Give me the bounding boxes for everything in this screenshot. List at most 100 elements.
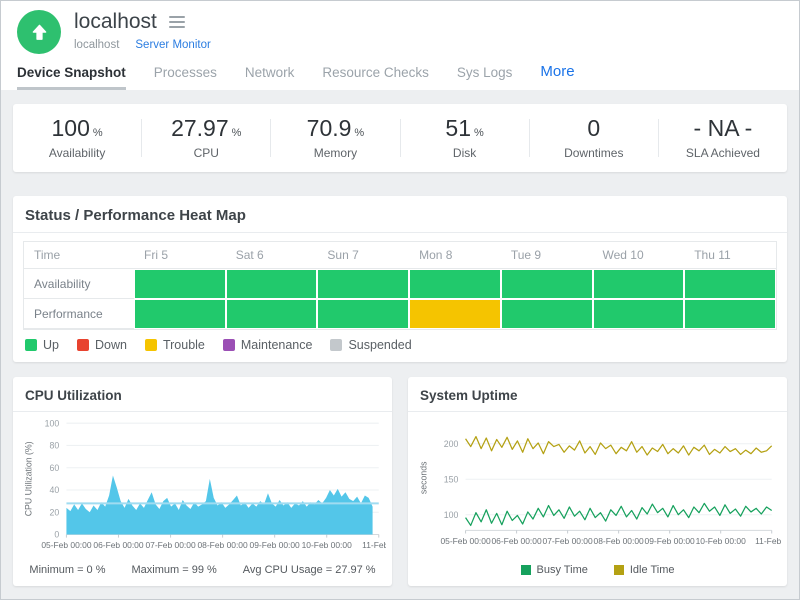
svg-text:150: 150 <box>444 474 459 484</box>
stat-unit: % <box>474 126 484 139</box>
heatmap-cell-availability-thu-11 <box>684 269 776 299</box>
header-top: localhost localhost Server Monitor <box>1 1 799 54</box>
cpu-summary-item: Avg CPU Usage = 27.97 % <box>242 564 376 577</box>
heatmap-legend-up: Up <box>25 338 59 352</box>
up-arrow-icon <box>32 24 46 40</box>
svg-text:200: 200 <box>444 439 459 449</box>
heatmap-row-availability: Availability <box>24 269 776 299</box>
stat-divider <box>399 119 401 157</box>
uptime-chart-body: 100 150 200 05-Feb 00:00 06-Feb 00:00 07-Feb … <box>408 412 787 559</box>
heatmap-col-tue-9: Tue 9 <box>500 242 593 269</box>
heatmap-col-sun-7: Sun 7 <box>317 242 410 269</box>
stat-label: CPU <box>193 145 219 160</box>
cpu-chart-title: CPU Utilization <box>13 377 392 412</box>
stat-unit: % <box>231 126 242 139</box>
heatmap-col-sat-6: Sat 6 <box>225 242 318 269</box>
tab-resource-checks[interactable]: Resource Checks <box>322 65 429 80</box>
svg-text:100: 100 <box>45 418 60 428</box>
device-status-up-icon <box>17 10 61 54</box>
heatmap-cell-performance-fri-5 <box>134 299 226 329</box>
svg-text:100: 100 <box>444 510 459 520</box>
cpu-utilization-chart: 0 20 40 60 80 100 05-Feb 00:00 06-Feb 00:00 07-F… <box>23 418 386 550</box>
svg-text:08-Feb 00:00: 08-Feb 00:00 <box>197 540 247 550</box>
title-block: localhost localhost Server Monitor <box>74 10 211 51</box>
breadcrumb: localhost Server Monitor <box>74 39 211 51</box>
tab-device-snapshot[interactable]: Device Snapshot <box>17 65 126 90</box>
heatmap-cell-performance-thu-11 <box>684 299 776 329</box>
tab-sys-logs[interactable]: Sys Logs <box>456 65 513 80</box>
heatmap-col-time: Time <box>24 242 134 269</box>
svg-text:09-Feb 00:00: 09-Feb 00:00 <box>645 536 695 546</box>
menu-icon[interactable] <box>168 13 185 31</box>
stat-divider <box>270 119 272 157</box>
heatmap-legend-trouble: Trouble <box>144 338 205 352</box>
tab-processes[interactable]: Processes <box>153 65 217 80</box>
heatmap-row-label: Performance <box>24 299 134 329</box>
svg-text:06-Feb 00:00: 06-Feb 00:00 <box>491 536 541 546</box>
svg-text:seconds: seconds <box>418 461 428 494</box>
heatmap-cell-performance-sun-7 <box>317 299 410 329</box>
cpu-summary-item: Maximum = 99 % <box>131 564 217 577</box>
heatmap-cell-performance-sat-6 <box>225 299 318 329</box>
heatmap-table: Time Fri 5 Sat 6 Sun 7 Mon 8 Tue 9 Wed 10 Thu 1… <box>24 242 776 329</box>
svg-text:20: 20 <box>49 507 59 517</box>
svg-text:60: 60 <box>49 463 59 473</box>
heatmap-title: Status / Performance Heat Map <box>13 196 787 233</box>
svg-text:07-Feb 00:00: 07-Feb 00:00 <box>145 540 195 550</box>
heatmap-legend-down: Down <box>76 338 127 352</box>
svg-text:05-Feb 00:00: 05-Feb 00:00 <box>41 540 91 550</box>
stat-value: 70.9 <box>306 114 352 141</box>
tab-network[interactable]: Network <box>244 65 295 80</box>
heatmap-legend-maintenance: Maintenance <box>222 338 312 352</box>
uptime-legend-busy-time: Busy Time <box>520 564 588 576</box>
stat-cpu: 27.97% CPU <box>142 114 270 160</box>
svg-text:07-Feb 00:00: 07-Feb 00:00 <box>543 536 593 546</box>
heatmap-legend: Up Down Trouble Maintenance Suspended <box>13 330 787 362</box>
stat-value: 27.97 <box>171 114 229 141</box>
heatmap-legend-suspended: Suspended <box>330 338 412 352</box>
heatmap-row-label: Availability <box>24 269 134 299</box>
stat-divider <box>141 119 143 157</box>
charts-row: CPU Utilization 0 20 40 60 80 100 05-Feb 00:00… <box>13 377 787 587</box>
heatmap-cell-performance-mon-8 <box>409 299 501 329</box>
heatmap-cell-availability-mon-8 <box>409 269 501 299</box>
heatmap-cell-availability-sat-6 <box>225 269 318 299</box>
stat-label: Memory <box>313 145 358 160</box>
stat-label: Availability <box>48 145 106 160</box>
heatmap-cell-availability-wed-10 <box>592 269 685 299</box>
heatmap-col-thu-11: Thu 11 <box>684 242 776 269</box>
svg-text:05-Feb 00:00: 05-Feb 00:00 <box>440 536 490 546</box>
stat-label: Disk <box>452 145 477 160</box>
system-uptime-chart: 100 150 200 05-Feb 00:00 06-Feb 00:00 07-Feb … <box>418 435 781 546</box>
heatmap-col-wed-10: Wed 10 <box>592 242 685 269</box>
heatmap-cell-availability-fri-5 <box>134 269 226 299</box>
stat-sla-achieved: - NA - SLA Achieved <box>659 116 787 160</box>
stat-value: 0 <box>587 114 601 141</box>
stat-memory: 70.9% Memory <box>271 114 399 160</box>
svg-text:40: 40 <box>49 485 59 495</box>
page-title: localhost <box>74 10 157 33</box>
stat-availability: 100% Availability <box>13 116 141 160</box>
svg-text:10-Feb 00:00: 10-Feb 00:00 <box>696 536 746 546</box>
uptime-chart-legend: Busy Time Idle Time <box>408 559 787 586</box>
stat-value: 51 <box>445 114 471 141</box>
svg-text:08-Feb 00:00: 08-Feb 00:00 <box>594 536 644 546</box>
uptime-chart-title: System Uptime <box>408 377 787 412</box>
heatmap-col-mon-8: Mon 8 <box>409 242 501 269</box>
svg-text:11-Feb 0: 11-Feb 0 <box>362 540 386 550</box>
svg-text:11-Feb 0: 11-Feb 0 <box>755 536 781 546</box>
stat-disk: 51% Disk <box>401 114 529 160</box>
tabs: Device Snapshot Processes Network Resource … <box>1 54 799 90</box>
tab-more[interactable]: More <box>540 63 575 80</box>
header: localhost localhost Server Monitor Devic… <box>1 1 799 90</box>
stats-card: 100% Availability 27.97% CPU 70.9% Memory 51% D… <box>13 104 787 172</box>
breadcrumb-category-link[interactable]: Server Monitor <box>135 39 211 51</box>
heatmap-row-performance: Performance <box>24 299 776 329</box>
stat-downtimes: 0 Downtimes <box>530 114 658 160</box>
heatmap-col-fri-5: Fri 5 <box>134 242 226 269</box>
stat-divider <box>528 119 530 157</box>
heatmap-cell-performance-tue-9 <box>500 299 593 329</box>
cpu-utilization-card: CPU Utilization 0 20 40 60 80 100 05-Feb 00:00… <box>13 377 392 587</box>
heatmap-table-wrap: Time Fri 5 Sat 6 Sun 7 Mon 8 Tue 9 Wed 10 Thu 1… <box>13 233 787 330</box>
